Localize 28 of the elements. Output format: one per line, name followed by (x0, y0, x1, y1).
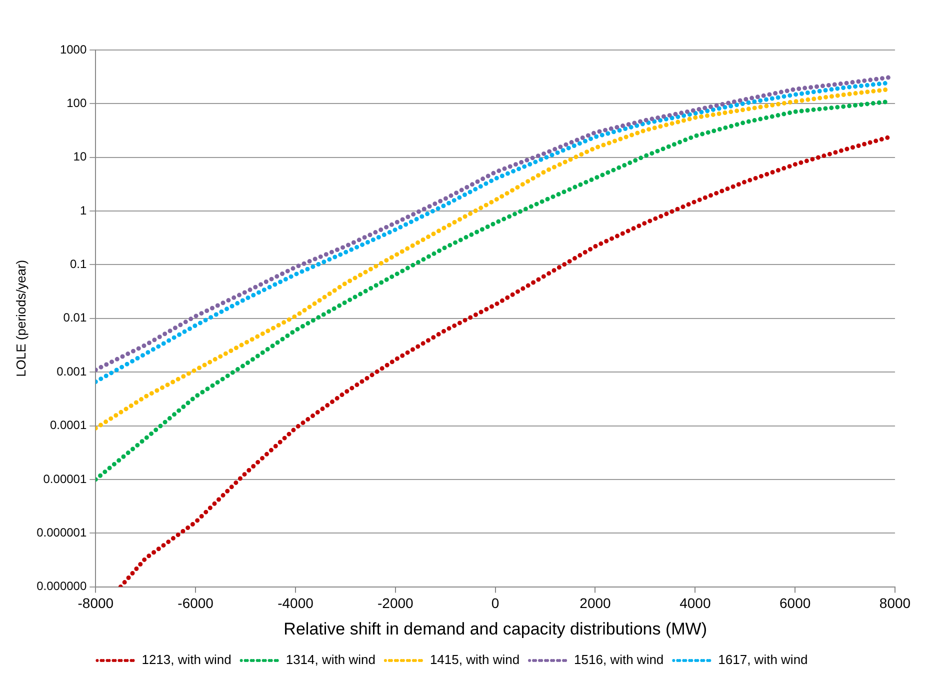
y-tick-label: 0.001 (56, 364, 87, 378)
y-tick-label: 0.0001 (50, 418, 87, 432)
y-axis-title: LOLE (periods/year) (13, 260, 28, 377)
y-tick-label: 1 (80, 203, 87, 218)
legend-label: 1415, with wind (430, 652, 520, 668)
y-tick-label: 0.00001 (43, 472, 87, 486)
x-tick-label: 8000 (879, 595, 911, 612)
x-tick-label: 0 (491, 595, 500, 612)
y-tick-label: 0.000000 (36, 579, 87, 594)
legend-label: 1617, with wind (718, 652, 808, 668)
legend-label: 1213, with wind (142, 652, 232, 668)
x-tick-label: 4000 (680, 595, 711, 612)
x-axis-title: Relative shift in demand and capacity distributions (MW) (284, 619, 707, 638)
x-tick-label: -4000 (278, 595, 314, 612)
x-tick-label: 6000 (780, 595, 811, 612)
y-tick-label: 0.1 (70, 257, 87, 272)
y-tick-label: 100 (66, 96, 87, 110)
x-tick-label: -2000 (378, 595, 414, 612)
legend-label: 1314, with wind (286, 652, 376, 668)
y-tick-label: 10 (73, 150, 87, 164)
x-tick-label: 2000 (580, 595, 612, 612)
y-tick-label: 0.01 (63, 310, 87, 325)
x-tick-label: -8000 (78, 595, 114, 612)
line-series (118, 134, 892, 587)
y-tick-label: 1000 (60, 42, 87, 56)
y-tick-label: 0.000001 (36, 525, 87, 540)
x-tick-label: -6000 (178, 595, 214, 612)
legend-label: 1516, with wind (574, 652, 664, 668)
